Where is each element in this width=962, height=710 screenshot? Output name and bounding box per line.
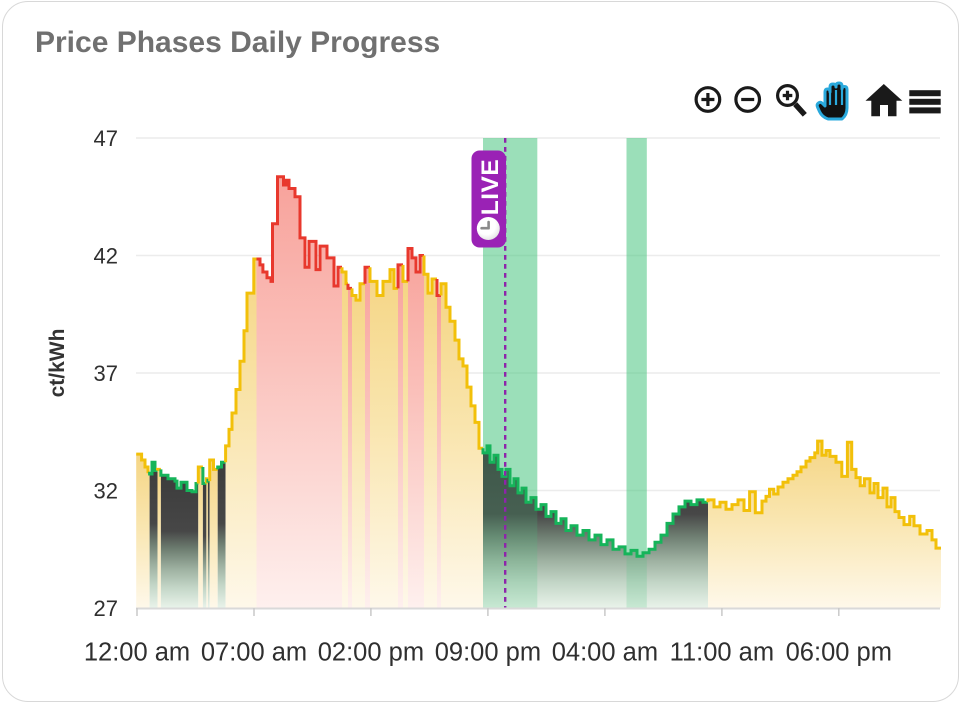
svg-text:07:00 am: 07:00 am [201,639,307,667]
svg-text:02:00 pm: 02:00 pm [318,639,424,667]
svg-text:42: 42 [94,244,118,269]
svg-text:04:00 am: 04:00 am [552,639,658,667]
svg-text:27: 27 [94,596,118,621]
svg-text:09:00 pm: 09:00 pm [435,639,541,667]
svg-text:12:00 am: 12:00 am [84,639,190,667]
svg-text:47: 47 [94,126,118,151]
svg-text:06:00 pm: 06:00 pm [786,639,892,667]
svg-text:11:00 am: 11:00 am [670,639,774,667]
svg-text:37: 37 [94,361,118,386]
svg-text:32: 32 [94,479,118,504]
svg-text:LIVE: LIVE [477,159,504,215]
svg-text:ct/kWh: ct/kWh [46,329,69,398]
